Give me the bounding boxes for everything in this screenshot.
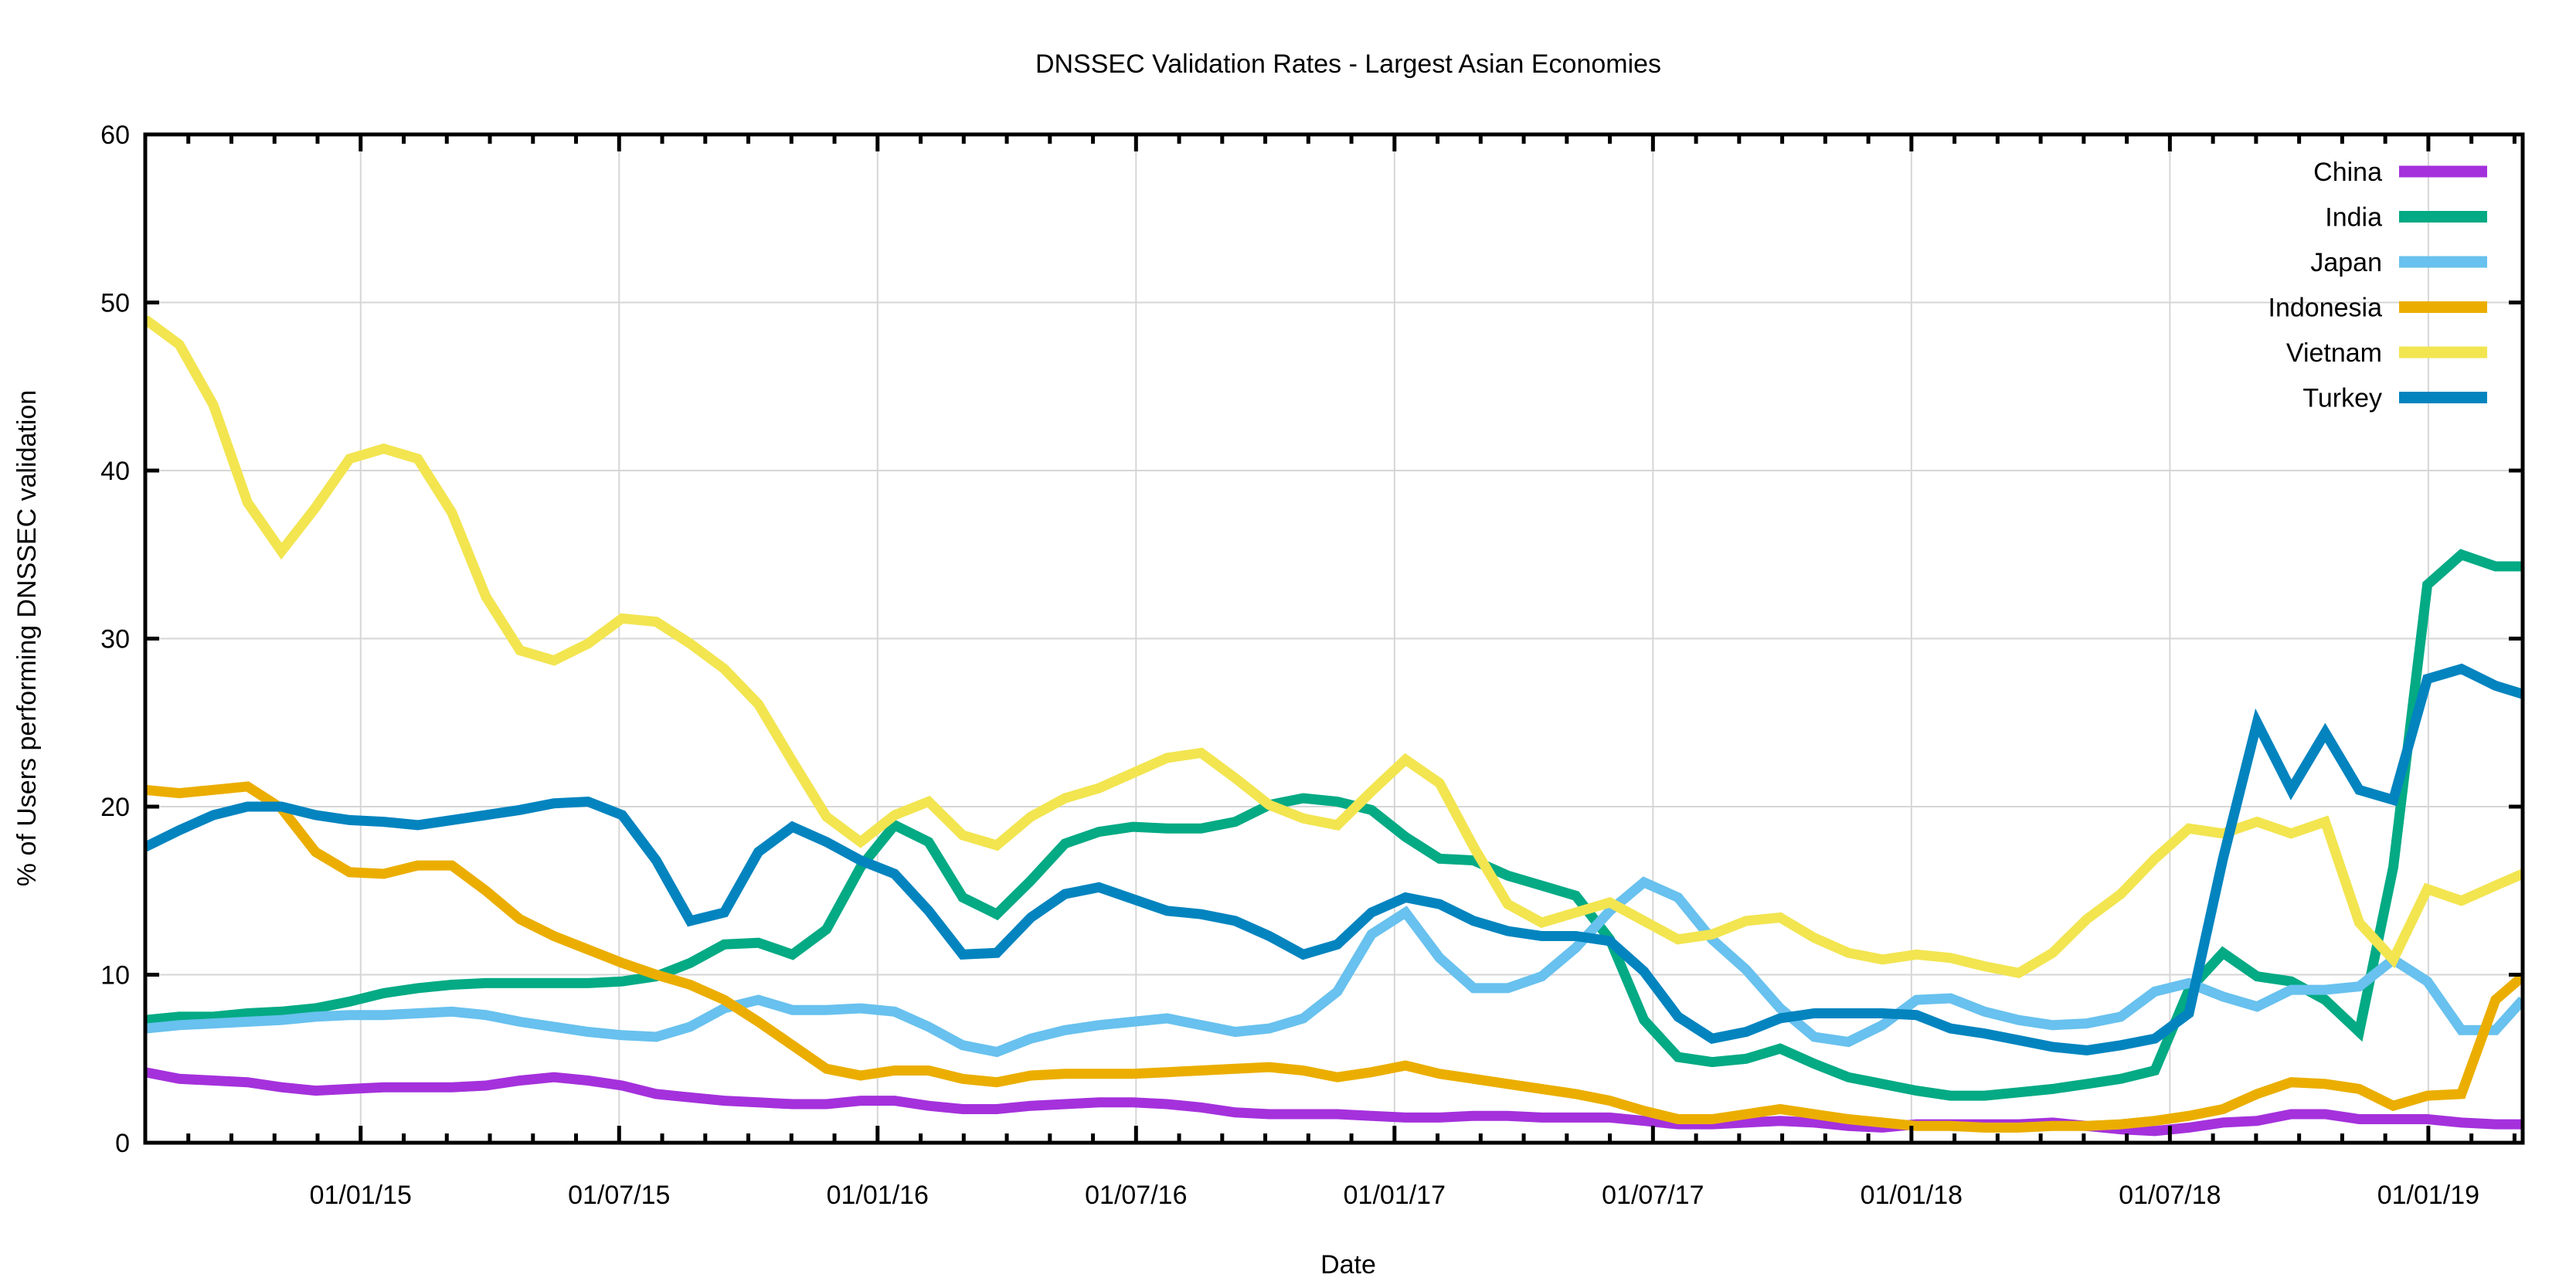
legend-label: Japan	[2310, 248, 2382, 277]
y-tick-label: 40	[100, 457, 130, 486]
y-tick-label: 0	[115, 1129, 130, 1158]
series-line-japan	[145, 876, 2523, 1058]
x-tick-label: 01/01/15	[310, 1181, 412, 1210]
y-tick-label: 10	[100, 961, 130, 991]
axis-ticks	[145, 132, 2523, 1145]
x-tick-label: 01/07/17	[1602, 1181, 1704, 1210]
legend: China India Japan Indonesia Vietnam Turkey	[2268, 158, 2487, 413]
x-tick-label: 01/01/17	[1344, 1181, 1446, 1210]
legend-label: Turkey	[2302, 384, 2382, 413]
y-tick-label: 50	[100, 289, 130, 318]
x-tick-labels: 01/01/15 01/07/15 01/01/16 01/07/16 01/01/17…	[310, 1181, 2479, 1210]
series-line-china	[145, 1067, 2523, 1137]
x-axis-label: Date	[1320, 1250, 1376, 1280]
legend-item-india: India	[2325, 203, 2487, 233]
x-tick-label: 01/01/19	[2377, 1181, 2479, 1210]
legend-item-china: China	[2313, 158, 2487, 187]
legend-label: Indonesia	[2268, 294, 2383, 323]
y-axis-label: % of Users performing DNSSEC validation	[12, 390, 42, 886]
series-line-indonesia	[145, 781, 2523, 1133]
x-tick-label: 01/01/18	[1861, 1181, 1963, 1210]
legend-item-japan: Japan	[2310, 248, 2487, 277]
legend-item-indonesia: Indonesia	[2268, 294, 2487, 323]
legend-label: Vietnam	[2286, 338, 2382, 368]
x-tick-label: 01/07/18	[2119, 1181, 2221, 1210]
series-line-turkey	[145, 663, 2523, 1055]
x-tick-label: 01/07/15	[568, 1181, 670, 1210]
x-tick-label: 01/07/16	[1085, 1181, 1187, 1210]
y-tick-label: 30	[100, 625, 130, 654]
series-layer	[145, 315, 2523, 1137]
legend-item-vietnam: Vietnam	[2286, 338, 2487, 368]
y-tick-label: 60	[100, 121, 130, 150]
legend-label: India	[2325, 203, 2382, 233]
legend-item-turkey: Turkey	[2302, 384, 2487, 413]
series-line-india	[145, 549, 2523, 1101]
chart-title: DNSSEC Validation Rates - Largest Asian …	[1035, 49, 1661, 79]
x-tick-label: 01/01/16	[827, 1181, 929, 1210]
legend-label: China	[2313, 158, 2382, 187]
grid-lines	[145, 134, 2523, 1143]
y-tick-label: 20	[100, 793, 130, 822]
y-tick-labels: 0 10 20 30 40 50 60	[100, 121, 130, 1158]
series-line-vietnam	[145, 315, 2523, 979]
